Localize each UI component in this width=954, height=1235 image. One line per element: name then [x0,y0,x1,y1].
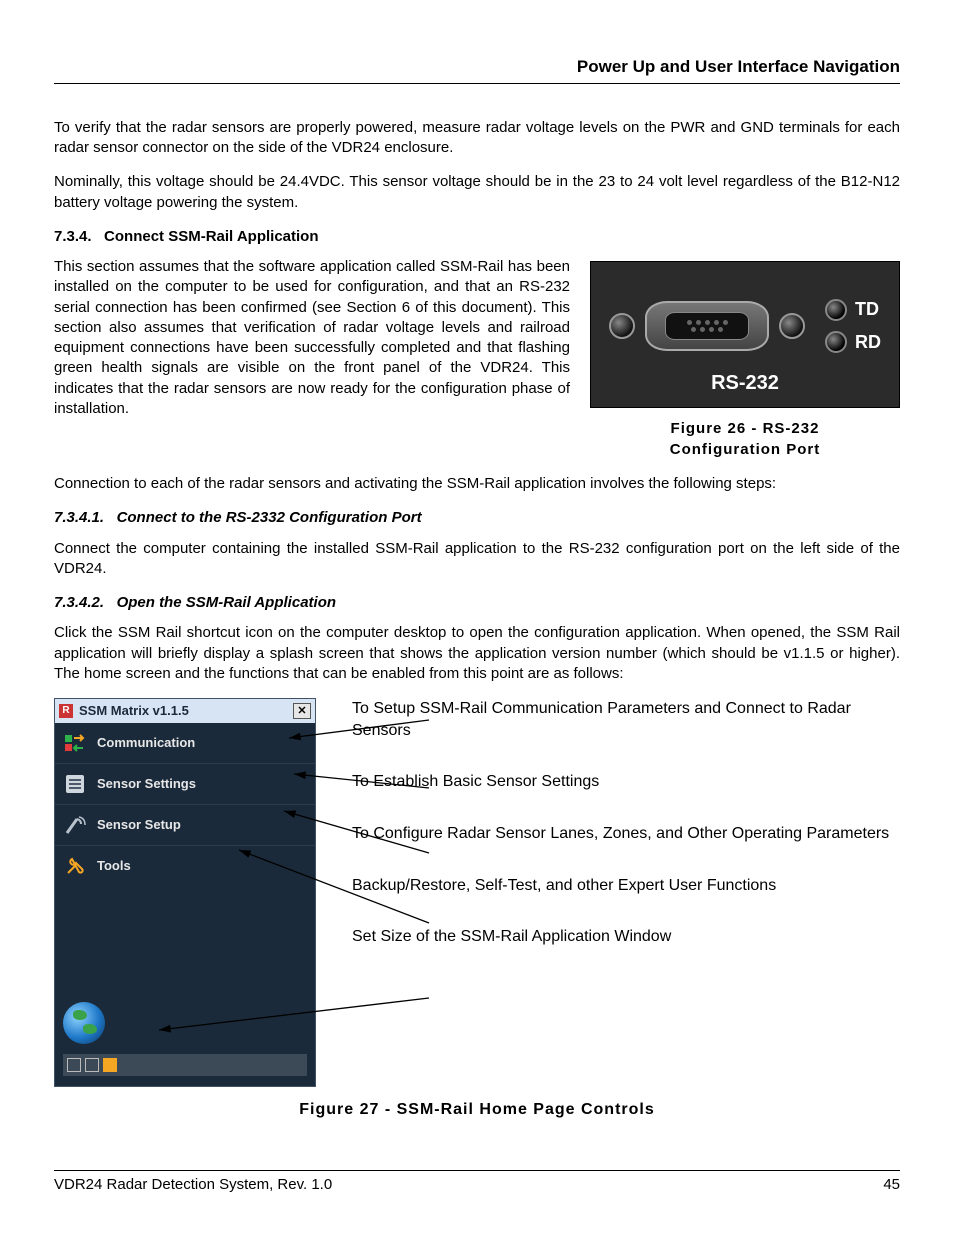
page: Power Up and User Interface Navigation T… [0,0,954,1235]
annotation-text: Set Size of the SSM-Rail Application Win… [352,926,900,948]
body-paragraph: Connect the computer containing the inst… [54,539,900,580]
led-icon [825,299,847,321]
menu-item-label: Communication [97,734,195,752]
figure-caption-line: Figure 26 - RS-232 [671,420,820,437]
subsection-number: 7.3.4.2. [54,594,104,611]
ssm-body-area [55,886,315,996]
led-label: TD [855,297,879,321]
menu-item-sensor-setup[interactable]: Sensor Setup [55,805,315,846]
footer-page-number: 45 [883,1175,900,1195]
led-label: RD [855,330,881,354]
figure-27: R SSM Matrix v1.1.5 ✕ Communication [54,698,900,1087]
page-footer: VDR24 Radar Detection System, Rev. 1.0 4… [54,1170,900,1195]
globe-icon[interactable] [63,1002,105,1044]
figure-27-caption: Figure 27 - SSM-Rail Home Page Controls [54,1099,900,1121]
rs232-panel: TD RD RS-232 [590,261,900,408]
body-paragraph: Connection to each of the radar sensors … [54,474,900,494]
subsection-heading-7342: 7.3.4.2. Open the SSM-Rail Application [54,593,900,613]
menu-item-tools[interactable]: Tools [55,846,315,886]
led-row-td: TD [825,297,879,321]
ssm-footer [55,996,315,1054]
annotation-text: To Establish Basic Sensor Settings [352,771,900,793]
screw-icon [609,313,635,339]
subsection-number: 7.3.4.1. [54,509,104,526]
subsection-heading-7341: 7.3.4.1. Connect to the RS-2332 Configur… [54,508,900,528]
menu-item-communication[interactable]: Communication [55,723,315,764]
menu-item-sensor-settings[interactable]: Sensor Settings [55,764,315,805]
annotation-text: Backup/Restore, Self-Test, and other Exp… [352,875,900,897]
db9-connector-icon [645,301,769,351]
rs232-label: RS-232 [711,370,779,397]
ssm-sizebar-row [55,1054,315,1086]
window-size-selector[interactable] [63,1054,307,1076]
close-icon[interactable]: ✕ [293,703,311,719]
menu-item-label: Tools [97,857,131,875]
two-column-left: This section assumes that the software a… [54,257,570,460]
figure-26: TD RD RS-232 Figure 26 - RS-232 Configur… [590,257,900,460]
subsection-title: Connect to the RS-2332 Configuration Por… [117,509,422,526]
section-heading-734: 7.3.4. Connect SSM-Rail Application [54,227,900,247]
figure-26-caption: Figure 26 - RS-232 Configuration Port [590,418,900,460]
led-row-rd: RD [825,330,881,354]
screw-icon [779,313,805,339]
communication-icon [63,731,87,755]
size-option-medium[interactable] [85,1058,99,1072]
annotation-text: To Configure Radar Sensor Lanes, Zones, … [352,823,900,845]
ssm-window-title: SSM Matrix v1.1.5 [79,702,189,720]
body-paragraph: To verify that the radar sensors are pro… [54,118,900,159]
tools-icon [63,854,87,878]
rs232-port-row: TD RD [609,297,881,354]
size-option-large[interactable] [103,1058,117,1072]
menu-item-label: Sensor Setup [97,816,181,834]
body-paragraph: Click the SSM Rail shortcut icon on the … [54,623,900,684]
size-option-small[interactable] [67,1058,81,1072]
radar-icon [63,813,87,837]
section-number: 7.3.4. [54,228,92,245]
ssm-titlebar: R SSM Matrix v1.1.5 ✕ [55,699,315,723]
figure-caption-line: Configuration Port [670,441,820,458]
menu-item-label: Sensor Settings [97,775,196,793]
settings-list-icon [63,772,87,796]
led-icon [825,331,847,353]
subsection-title: Open the SSM-Rail Application [117,594,336,611]
page-header: Power Up and User Interface Navigation [54,56,900,84]
annotation-text: To Setup SSM-Rail Communication Paramete… [352,698,900,741]
body-paragraph: Nominally, this voltage should be 24.4VD… [54,172,900,213]
body-paragraph: This section assumes that the software a… [54,257,570,419]
app-icon: R [59,704,73,718]
db9-pin-area [665,312,749,340]
two-column-block: This section assumes that the software a… [54,257,900,460]
ssm-window: R SSM Matrix v1.1.5 ✕ Communication [54,698,316,1087]
footer-left: VDR24 Radar Detection System, Rev. 1.0 [54,1175,332,1195]
section-title: Connect SSM-Rail Application [104,228,318,245]
annotation-column: To Setup SSM-Rail Communication Paramete… [352,698,900,1087]
led-column: TD RD [825,297,881,354]
header-title: Power Up and User Interface Navigation [577,57,900,76]
